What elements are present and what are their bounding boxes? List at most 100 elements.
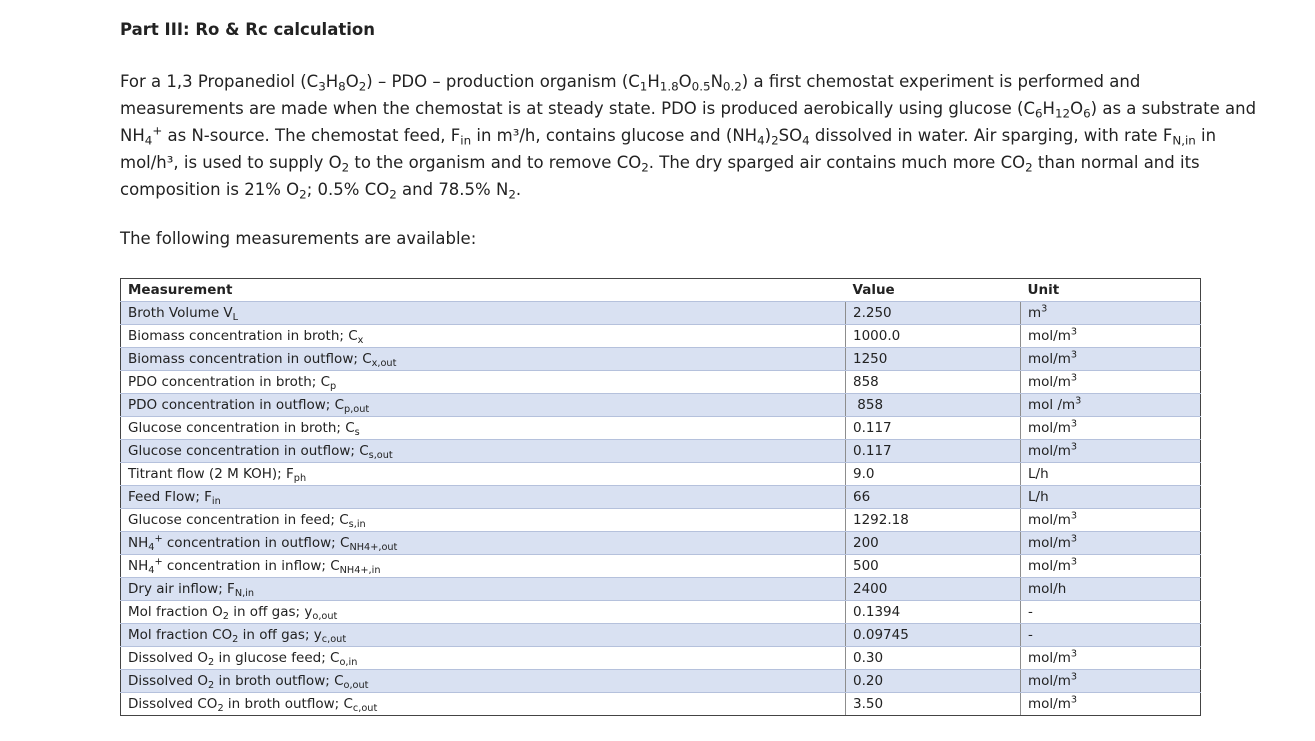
value-cell: 858 (845, 370, 1021, 394)
table-header-row: Measurement Value Unit (120, 278, 1201, 302)
text-run: and 78.5% N (396, 180, 509, 199)
measurement-subscript: s,in (348, 518, 366, 530)
unit-cell: mol/m3 (1020, 347, 1201, 371)
measurement-cell: Glucose concentration in outflow; Cs,out (120, 439, 846, 463)
table-row: Dissolved O2 in glucose feed; Co,in 0.30 m… (120, 646, 1201, 670)
value-cell: 2400 (845, 577, 1021, 601)
unit-label: mol/m (1028, 328, 1071, 344)
unit-label: mol/h (1028, 581, 1067, 597)
measurement-cell: Biomass concentration in broth; Cx (120, 324, 846, 348)
problem-description: For a 1,3 Propanediol (C3H8O2) – PDO – p… (120, 68, 1256, 203)
unit-label: mol/m (1028, 351, 1071, 367)
table-row: Titrant flow (2 M KOH); Fph 9.0 L/h (120, 462, 1201, 486)
measurement-subscript: x,out (371, 357, 397, 369)
measurement-label: Feed Flow; F (128, 489, 212, 505)
measurement-subscript: NH4+,in (339, 564, 381, 576)
unit-label: mol/m (1028, 512, 1071, 528)
unit-cell: mol /m3 (1020, 393, 1201, 417)
text-run: N (710, 72, 723, 91)
subscript: N,in (1172, 133, 1196, 148)
text-run: as N-source. The chemostat feed, F (162, 126, 461, 145)
measurement-label: PDO concentration in outflow; C (128, 397, 345, 413)
unit-cell: mol/m3 (1020, 692, 1201, 716)
subscript: 2 (389, 187, 397, 202)
unit-cell: mol/m3 (1020, 646, 1201, 670)
unit-cell: m3 (1020, 301, 1201, 325)
unit-superscript: 3 (1070, 510, 1078, 522)
measurement-label: NH (128, 535, 149, 551)
unit-cell: - (1020, 623, 1201, 647)
unit-superscript: 3 (1070, 349, 1078, 361)
value-cell: 9.0 (845, 462, 1021, 486)
paragraph-line: NH4+ as N-source. The chemostat feed, Fi… (120, 122, 1216, 149)
value-cell: 1250 (845, 347, 1021, 371)
paragraph-line: For a 1,3 Propanediol (C3H8O2) – PDO – p… (120, 68, 1200, 95)
value-cell: 0.09745 (845, 623, 1021, 647)
measurement-label: Glucose concentration in feed; C (128, 512, 349, 528)
measurement-subscript: s,out (368, 449, 393, 461)
table-row: PDO concentration in outflow; Cp,out 858… (120, 393, 1201, 417)
measurement-label: Dissolved O (128, 650, 209, 666)
value-cell: 1292.18 (845, 508, 1021, 532)
subscript: 0.2 (722, 79, 742, 94)
unit-cell: mol/m3 (1020, 554, 1201, 578)
measurement-label-cont: in glucose feed; C (214, 650, 340, 666)
text-run: O (1070, 99, 1084, 118)
subscript: in (460, 133, 472, 148)
measurement-subscript: p (330, 380, 337, 392)
measurement-cell: Broth Volume VL (120, 301, 846, 325)
table-row: Dissolved CO2 in broth outflow; Cc,out 3.… (120, 692, 1201, 716)
text-run: H (647, 72, 660, 91)
measurement-subscript: N,in (234, 587, 255, 599)
unit-label: L/h (1028, 466, 1049, 482)
measurement-cell: PDO concentration in broth; Cp (120, 370, 846, 394)
measurement-label-cont: in broth outflow; C (223, 696, 353, 712)
measurement-cell: Mol fraction O2 in off gas; yo,out (120, 600, 846, 624)
value-cell: 66 (845, 485, 1021, 509)
subscript: 6 (1083, 106, 1091, 121)
measurement-subscript: NH4+,out (349, 541, 398, 553)
measurement-label: Glucose concentration in broth; C (128, 420, 355, 436)
measurement-label: Biomass concentration in broth; C (128, 328, 358, 344)
unit-superscript: 3 (1070, 671, 1078, 683)
measurement-label: Biomass concentration in outflow; C (128, 351, 372, 367)
subscript: 2 (358, 79, 367, 94)
measurement-label: Mol fraction O (128, 604, 223, 620)
unit-cell: L/h (1020, 462, 1201, 486)
superscript: + (152, 123, 163, 138)
subscript: 2 (508, 187, 516, 202)
subscript: 6 (1034, 106, 1043, 121)
subscript: 4 (802, 133, 810, 148)
unit-cell: mol/h (1020, 577, 1201, 601)
text-run: than normal and its (1032, 153, 1200, 172)
text-run: in m³/h, contains glucose and (NH (471, 126, 758, 145)
unit-superscript: 3 (1070, 418, 1078, 430)
unit-label: mol/m (1028, 420, 1071, 436)
subscript: 2 (299, 187, 307, 202)
unit-cell: mol/m3 (1020, 416, 1201, 440)
measurement-subscript: p,out (344, 403, 370, 415)
text-run: ) – PDO – production organism (C (366, 72, 640, 91)
measurement-subscript: in (211, 495, 221, 507)
measurement-subscript: c,out (321, 633, 347, 645)
measurement-subscript: 2 (208, 656, 215, 668)
table-row: Broth Volume VL 2.250 m3 (120, 301, 1201, 325)
paragraph-line: composition is 21% O2; 0.5% CO2 and 78.5… (120, 176, 1200, 203)
value-cell: 0.30 (845, 646, 1021, 670)
measurement-cell: Dry air inflow; FN,in (120, 577, 846, 601)
measurement-cell: Mol fraction CO2 in off gas; yc,out (120, 623, 846, 647)
table-row: Biomass concentration in broth; Cx 1000.0… (120, 324, 1201, 348)
subscript: 3 (318, 79, 326, 94)
value-cell: 0.117 (845, 439, 1021, 463)
measurement-subscript: 4 (148, 541, 155, 553)
measurement-label-cont: concentration in inflow; C (162, 558, 340, 574)
unit-label: L/h (1028, 489, 1049, 505)
text-run: For a 1,3 Propanediol (C (120, 72, 319, 91)
unit-label: mol/m (1028, 650, 1071, 666)
unit-cell: mol/m3 (1020, 324, 1201, 348)
subscript: 2 (341, 160, 350, 175)
measurement-label-cont: in off gas; y (228, 604, 313, 620)
value-cell: 0.20 (845, 669, 1021, 693)
text-run: dissolved in water. Air sparging, with r… (809, 126, 1173, 145)
measurement-label: Glucose concentration in outflow; C (128, 443, 369, 459)
